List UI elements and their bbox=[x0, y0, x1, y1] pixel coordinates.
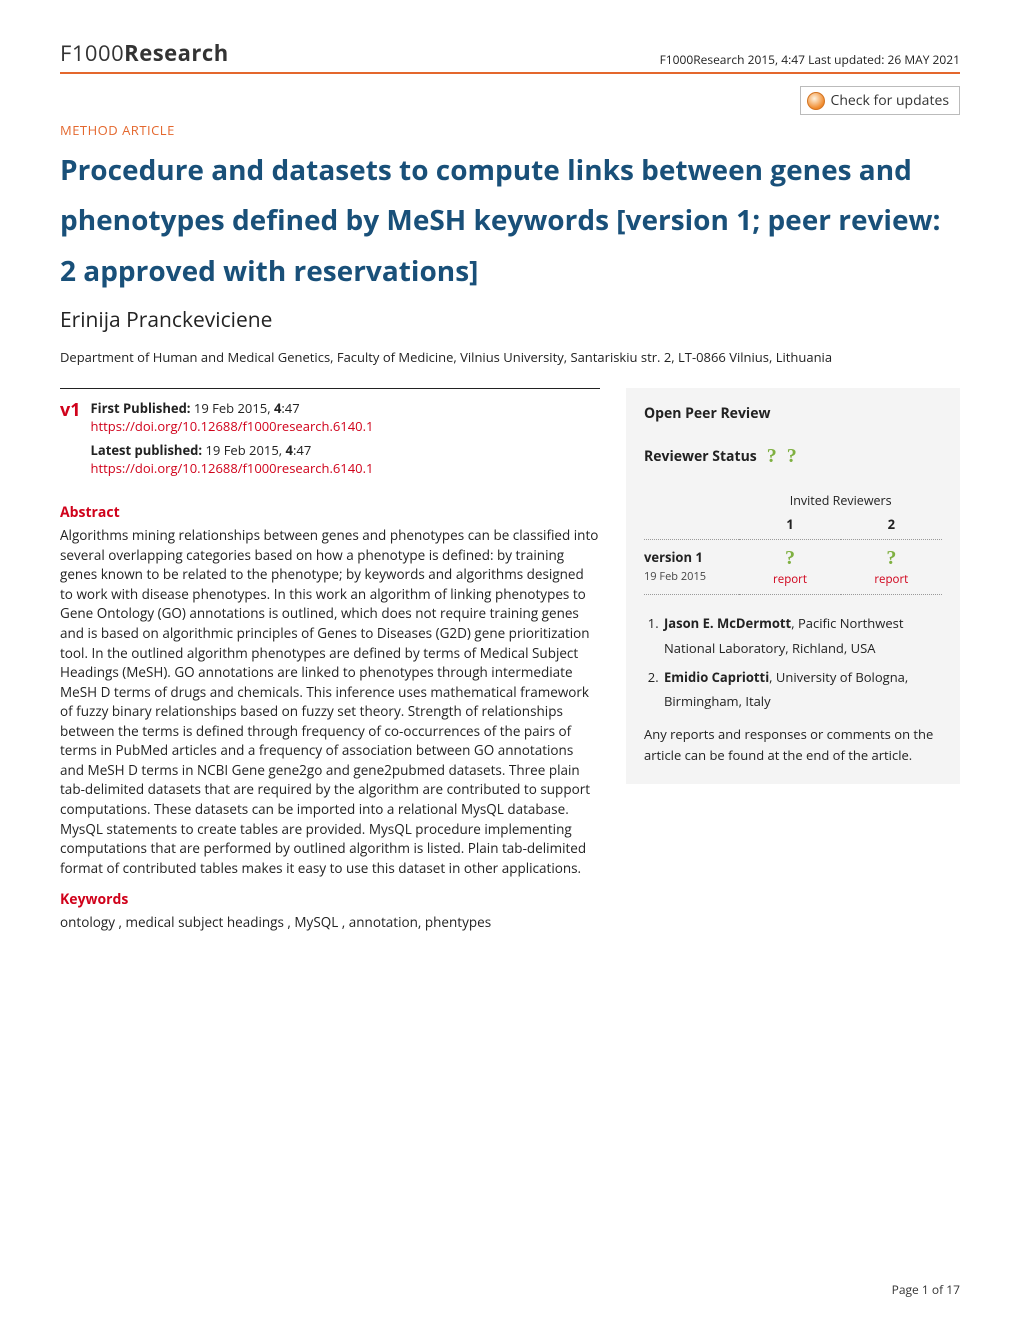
publication-block: v1 First Published: 19 Feb 2015, 4:47 ht… bbox=[60, 388, 600, 477]
updates-row: Check for updates bbox=[60, 86, 960, 115]
question-mark-icon: ? bbox=[787, 445, 797, 468]
version-label: version 1 bbox=[644, 548, 739, 566]
reviewer-item: Emidio Capriotti, University of Bologna,… bbox=[662, 665, 942, 714]
author-affiliation: Department of Human and Medical Genetics… bbox=[60, 348, 960, 366]
version-date: 19 Feb 2015 bbox=[644, 569, 706, 584]
check-updates-button[interactable]: Check for updates bbox=[800, 86, 960, 115]
citation-line: F1000Research 2015, 4:47 Last updated: 2… bbox=[660, 51, 960, 68]
brand-f1000: F1000 bbox=[60, 38, 124, 68]
question-mark-icon: ? bbox=[785, 547, 795, 569]
reviewer-table: Invited Reviewers 1 2 version 1 19 Feb 2… bbox=[644, 486, 942, 595]
brand-logo: F1000Research bbox=[60, 38, 229, 68]
abstract-heading: Abstract bbox=[60, 503, 600, 522]
question-mark-icon: ? bbox=[767, 445, 777, 468]
report-link-1[interactable]: report bbox=[739, 572, 840, 587]
peer-review-box: Open Peer Review Reviewer Status ? ? Inv… bbox=[626, 388, 960, 783]
latest-doi-link[interactable]: https://doi.org/10.12688/f1000research.6… bbox=[91, 459, 374, 477]
crossmark-icon bbox=[807, 92, 825, 110]
keywords-body: ontology , medical subject headings , My… bbox=[60, 913, 600, 931]
brand-research: Research bbox=[124, 38, 229, 68]
first-published-line: First Published: 19 Feb 2015, 4:47 bbox=[91, 399, 374, 417]
reviewer-status-label: Reviewer Status bbox=[644, 447, 757, 466]
author-name: Erinija Pranckeviciene bbox=[60, 306, 960, 334]
question-mark-icon: ? bbox=[886, 547, 896, 569]
report-link-2[interactable]: report bbox=[841, 572, 942, 587]
article-type: METHOD ARTICLE bbox=[60, 121, 960, 139]
reviewer-status-row: Reviewer Status ? ? bbox=[644, 445, 942, 468]
page-number: Page 1 of 17 bbox=[892, 1281, 960, 1298]
first-doi-link[interactable]: https://doi.org/10.12688/f1000research.6… bbox=[91, 417, 374, 435]
reviewer-col-1: 1 bbox=[739, 515, 840, 540]
peer-note: Any reports and responses or comments on… bbox=[644, 724, 942, 766]
latest-published-line: Latest published: 19 Feb 2015, 4:47 bbox=[91, 441, 374, 459]
reviewer-list: Jason E. McDermott, Pacific Northwest Na… bbox=[644, 611, 942, 714]
version-badge: v1 bbox=[60, 399, 81, 477]
article-title: Procedure and datasets to compute links … bbox=[60, 145, 960, 296]
reviewer-item: Jason E. McDermott, Pacific Northwest Na… bbox=[662, 611, 942, 660]
reviewer-col-2: 2 bbox=[841, 515, 942, 540]
abstract-body: Algorithms mining relationships between … bbox=[60, 526, 600, 878]
keywords-heading: Keywords bbox=[60, 890, 600, 909]
header-bar: F1000Research F1000Research 2015, 4:47 L… bbox=[60, 38, 960, 74]
invited-reviewers-label: Invited Reviewers bbox=[739, 486, 942, 515]
peer-review-title: Open Peer Review bbox=[644, 404, 942, 423]
check-updates-label: Check for updates bbox=[831, 91, 949, 110]
